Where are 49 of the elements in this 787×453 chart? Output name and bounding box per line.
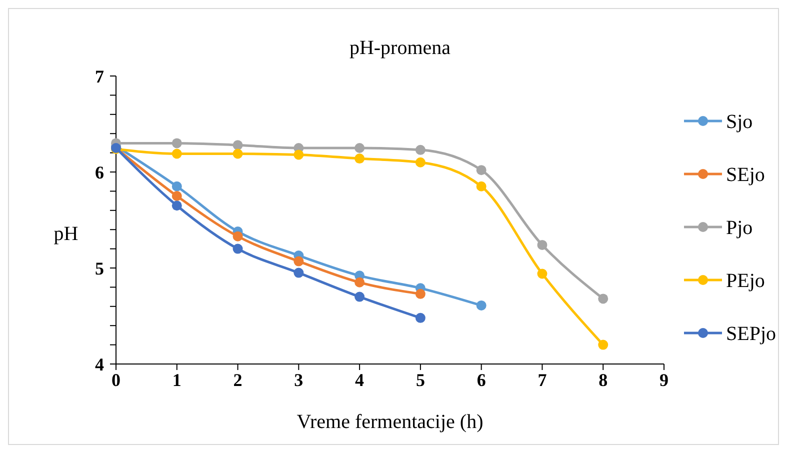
x-tick-label: 0 bbox=[112, 370, 120, 390]
point bbox=[294, 256, 304, 266]
point bbox=[415, 157, 426, 168]
point bbox=[232, 148, 243, 159]
legend-label: PEjo bbox=[726, 270, 765, 292]
point bbox=[354, 143, 365, 153]
point bbox=[232, 140, 243, 150]
point bbox=[476, 181, 486, 192]
x-tick-label: 2 bbox=[233, 370, 242, 390]
x-tick-label: 3 bbox=[294, 370, 304, 390]
x-tick-label: 6 bbox=[476, 370, 486, 390]
x-tick-label: 7 bbox=[538, 370, 547, 390]
point bbox=[476, 165, 486, 176]
point bbox=[354, 277, 365, 288]
point bbox=[172, 200, 182, 211]
point bbox=[294, 150, 304, 160]
y-tick-label: 5 bbox=[95, 258, 104, 278]
point bbox=[537, 240, 548, 250]
point bbox=[354, 154, 365, 164]
legend-label: Sjo bbox=[726, 111, 753, 133]
x-axis-title: Vreme fermentacije (h) bbox=[296, 411, 484, 433]
y-tick-label: 6 bbox=[95, 162, 104, 182]
point bbox=[415, 312, 426, 323]
point bbox=[232, 231, 243, 242]
point bbox=[415, 288, 426, 299]
y-tick-label: 7 bbox=[95, 66, 104, 86]
x-tick-label: 4 bbox=[355, 370, 364, 390]
point bbox=[232, 244, 243, 254]
point bbox=[537, 268, 548, 279]
point bbox=[415, 144, 426, 155]
y-tick-label: 4 bbox=[95, 354, 104, 374]
legend-label: SEPjo bbox=[726, 323, 776, 345]
point bbox=[354, 292, 365, 302]
x-tick-label: 5 bbox=[416, 370, 425, 390]
x-tick-label: 9 bbox=[660, 370, 668, 390]
point bbox=[172, 191, 182, 201]
point bbox=[172, 148, 182, 159]
legend-label: SEjo bbox=[726, 164, 765, 186]
point bbox=[294, 268, 304, 278]
point bbox=[172, 138, 182, 148]
x-tick-label: 8 bbox=[598, 370, 608, 390]
point bbox=[172, 181, 182, 192]
chart-title: pH-promena bbox=[349, 37, 451, 59]
x-tick-label: 1 bbox=[172, 370, 182, 390]
point bbox=[476, 300, 486, 310]
point bbox=[598, 294, 608, 304]
point bbox=[598, 340, 608, 350]
legend-label: Pjo bbox=[726, 217, 753, 239]
y-axis-title: pH bbox=[54, 223, 78, 245]
